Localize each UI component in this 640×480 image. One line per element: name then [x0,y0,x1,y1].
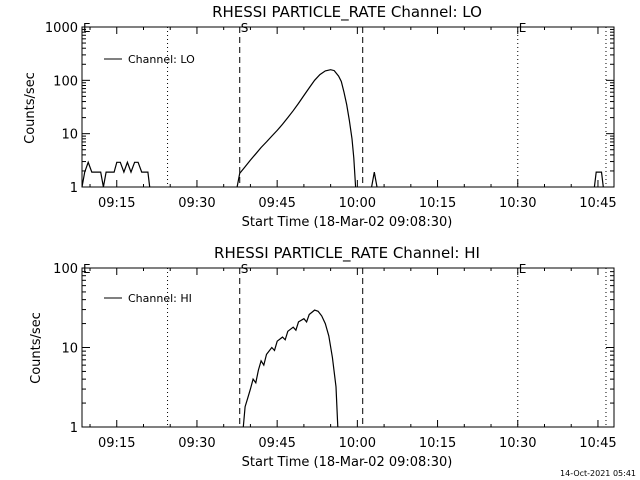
y-tick-label-lo: 100 [53,74,78,89]
x-tick-label-lo: 09:15 [98,196,135,211]
legend-label-lo: Channel: LO [128,53,195,66]
y-tick-label-lo: 1 [70,181,78,196]
y-tick-label-lo: 1000 [45,21,78,36]
x-tick-label-hi: 10:15 [419,436,456,451]
x-tick-label-lo: 10:45 [579,196,616,211]
x-tick-label-hi: 09:30 [178,436,215,451]
series-line-hi [242,309,339,428]
x-axis-label-hi: Start Time (18-Mar-02 09:08:30) [242,455,453,470]
x-tick-label-lo: 10:30 [499,196,536,211]
panel-hi: RHESSI PARTICLE_RATE Channel: HI Start T… [29,244,617,470]
x-tick-label-hi: 10:00 [339,436,376,451]
x-axis-label-lo: Start Time (18-Mar-02 09:08:30) [242,215,453,230]
chart-title-hi: RHESSI PARTICLE_RATE Channel: HI [214,244,480,263]
chart-title-lo: RHESSI PARTICLE_RATE Channel: LO [212,3,482,22]
y-tick-label-hi: 10 [61,342,78,357]
legend-label-hi: Channel: HI [128,292,192,305]
x-tick-label-hi: 10:30 [499,436,536,451]
series-line-lo [81,160,151,188]
plot-frame-lo [81,26,615,188]
y-axis-label-hi: Counts/sec [29,312,44,384]
edge-label-hi: E [83,262,91,276]
panel-lo: RHESSI PARTICLE_RATE Channel: LO Start T… [23,3,617,230]
y-axis-label-lo: Counts/sec [23,72,38,144]
series-line-lo [593,171,604,188]
timestamp-stamp: 14-Oct-2021 05:41 [560,469,636,478]
marker-label-hi: E [519,262,527,276]
y-tick-label-lo: 10 [61,128,78,143]
series-line-lo [236,69,357,188]
edge-label-lo: E [83,21,91,35]
marker-label-hi: S [241,262,249,276]
marker-label-lo: S [241,21,249,35]
x-tick-label-lo: 09:30 [178,196,215,211]
x-tick-label-lo: 10:00 [339,196,376,211]
marker-label-lo: E [519,21,527,35]
x-tick-label-hi: 10:45 [579,436,616,451]
y-tick-label-hi: 1 [70,421,78,436]
x-tick-label-hi: 09:45 [258,436,295,451]
series-line-lo [371,171,378,188]
y-tick-label-hi: 100 [53,262,78,277]
x-tick-label-hi: 09:15 [98,436,135,451]
x-tick-label-lo: 09:45 [258,196,295,211]
x-tick-label-lo: 10:15 [419,196,456,211]
